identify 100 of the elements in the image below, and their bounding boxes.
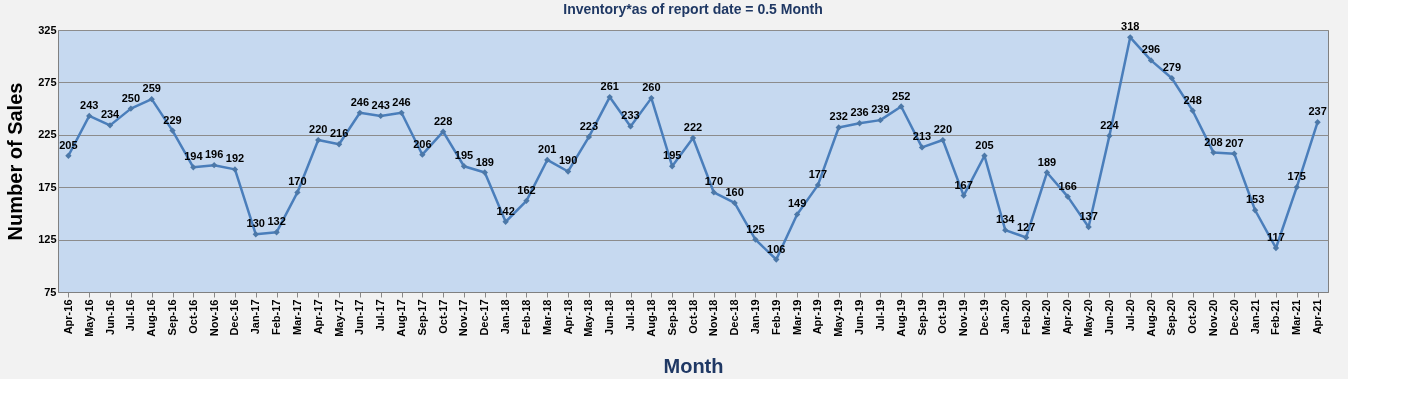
x-tick-label: Nov-17 <box>457 299 470 337</box>
data-label: 279 <box>1162 61 1182 74</box>
x-tick-label: Aug-17 <box>395 299 408 337</box>
data-label: 224 <box>1100 118 1120 131</box>
data-label: 170 <box>288 175 307 188</box>
data-label: 205 <box>59 138 78 151</box>
data-label: 220 <box>309 123 328 136</box>
data-label: 162 <box>517 183 536 196</box>
x-tick-label: Oct-18 <box>686 299 699 334</box>
data-label: 201 <box>538 142 557 155</box>
data-label: 248 <box>1183 93 1202 106</box>
data-label: 132 <box>267 215 286 228</box>
data-label: 233 <box>621 109 640 122</box>
x-tick-label: Mar-20 <box>1040 299 1053 335</box>
data-label: 160 <box>725 185 744 198</box>
x-tick-label: Nov-19 <box>957 299 970 337</box>
data-label: 220 <box>933 123 953 136</box>
x-tick-label: Jul-17 <box>374 299 387 332</box>
data-label: 243 <box>80 98 99 111</box>
data-label: 205 <box>975 138 994 151</box>
x-tick-label: May-18 <box>582 299 595 337</box>
chart-title: Inventory*as of report date = 0.5 Month <box>563 1 823 18</box>
x-tick-label: Apr-18 <box>561 299 574 335</box>
x-tick-label: Jun-16 <box>103 299 116 335</box>
x-tick-label: Jun-18 <box>603 299 616 335</box>
x-tick-label: Sep-18 <box>665 299 678 336</box>
y-tick-label: 125 <box>38 233 57 246</box>
x-tick-label: Jul-19 <box>873 299 886 332</box>
data-label: 229 <box>163 113 182 126</box>
x-tick-label: Sep-19 <box>915 299 928 336</box>
x-tick-label: Dec-19 <box>977 299 990 336</box>
x-tick-label: Oct-16 <box>186 299 199 334</box>
x-tick-label: Mar-19 <box>790 299 803 335</box>
x-tick-label: May-19 <box>832 299 845 337</box>
data-label: 189 <box>1037 155 1057 168</box>
data-label: 134 <box>996 213 1016 226</box>
data-label: 239 <box>871 103 890 116</box>
x-tick-label: Oct-17 <box>436 299 449 334</box>
data-label: 130 <box>246 217 265 230</box>
data-label: 196 <box>204 148 224 161</box>
x-tick-label: Dec-18 <box>728 299 741 336</box>
data-label: 243 <box>371 98 390 111</box>
x-tick-label: Jan-20 <box>998 299 1011 335</box>
data-label: 166 <box>1058 179 1077 192</box>
data-label: 195 <box>663 149 682 162</box>
x-tick-label: Dec-16 <box>228 299 241 336</box>
x-tick-label: Nov-18 <box>707 299 720 337</box>
data-label: 250 <box>121 91 141 104</box>
x-tick-label: May-20 <box>1082 299 1095 337</box>
data-label: 206 <box>413 137 432 150</box>
data-label: 236 <box>850 106 869 119</box>
x-tick-label: Dec-17 <box>478 299 491 336</box>
y-tick-label: 75 <box>44 285 57 298</box>
data-label: 190 <box>558 154 578 167</box>
x-tick-label: Jan-21 <box>1248 299 1261 335</box>
x-tick-label: Dec-20 <box>1227 299 1240 336</box>
x-tick-label: Apr-21 <box>1311 299 1324 335</box>
data-label: 222 <box>683 120 703 133</box>
x-tick-label: Mar-21 <box>1290 299 1303 335</box>
x-tick-label: Nov-20 <box>1206 299 1219 337</box>
data-label: 153 <box>1245 193 1265 206</box>
x-tick-label: Aug-18 <box>644 299 657 337</box>
data-label: 246 <box>392 95 411 108</box>
data-label: 137 <box>1079 210 1098 223</box>
data-label: 106 <box>767 242 786 255</box>
x-tick-label: May-17 <box>332 299 345 337</box>
x-tick-label: Jan-17 <box>249 299 262 335</box>
x-tick-label: Sep-20 <box>1165 299 1178 336</box>
x-tick-label: Apr-16 <box>61 299 74 335</box>
x-tick-label: Jul-18 <box>624 299 637 332</box>
data-label: 296 <box>1141 43 1161 56</box>
data-label: 175 <box>1287 170 1306 183</box>
data-label: 117 <box>1267 230 1285 243</box>
data-label: 261 <box>600 80 619 93</box>
x-tick-label: Mar-18 <box>540 299 553 335</box>
data-label: 195 <box>454 149 474 162</box>
data-label: 260 <box>642 81 661 94</box>
y-axis-title: Number of Sales <box>4 82 27 241</box>
x-tick-label: Jun-17 <box>353 299 366 335</box>
x-tick-label: Oct-19 <box>936 299 949 334</box>
data-label: 189 <box>475 155 494 168</box>
data-label: 237 <box>1308 105 1327 118</box>
x-tick-label: Apr-17 <box>311 299 324 335</box>
data-label: 234 <box>100 108 121 121</box>
x-tick-label: Feb-20 <box>1019 299 1032 335</box>
x-tick-label: Aug-16 <box>145 299 158 337</box>
data-label: 194 <box>184 150 204 163</box>
x-tick-label: Sep-16 <box>166 299 179 336</box>
data-label: 216 <box>329 127 349 140</box>
data-label: 142 <box>496 204 515 217</box>
data-label: 208 <box>1204 135 1223 148</box>
data-label: 318 <box>1121 20 1140 33</box>
x-tick-label: Jan-18 <box>499 299 512 335</box>
data-label: 207 <box>1225 136 1244 149</box>
x-tick-label: Mar-17 <box>290 299 303 335</box>
data-label: 252 <box>892 89 911 102</box>
x-tick-label: Oct-20 <box>1186 299 1199 334</box>
x-tick-label: Sep-17 <box>415 299 428 336</box>
data-label: 259 <box>142 82 161 95</box>
x-axis-title: Month <box>663 354 724 377</box>
